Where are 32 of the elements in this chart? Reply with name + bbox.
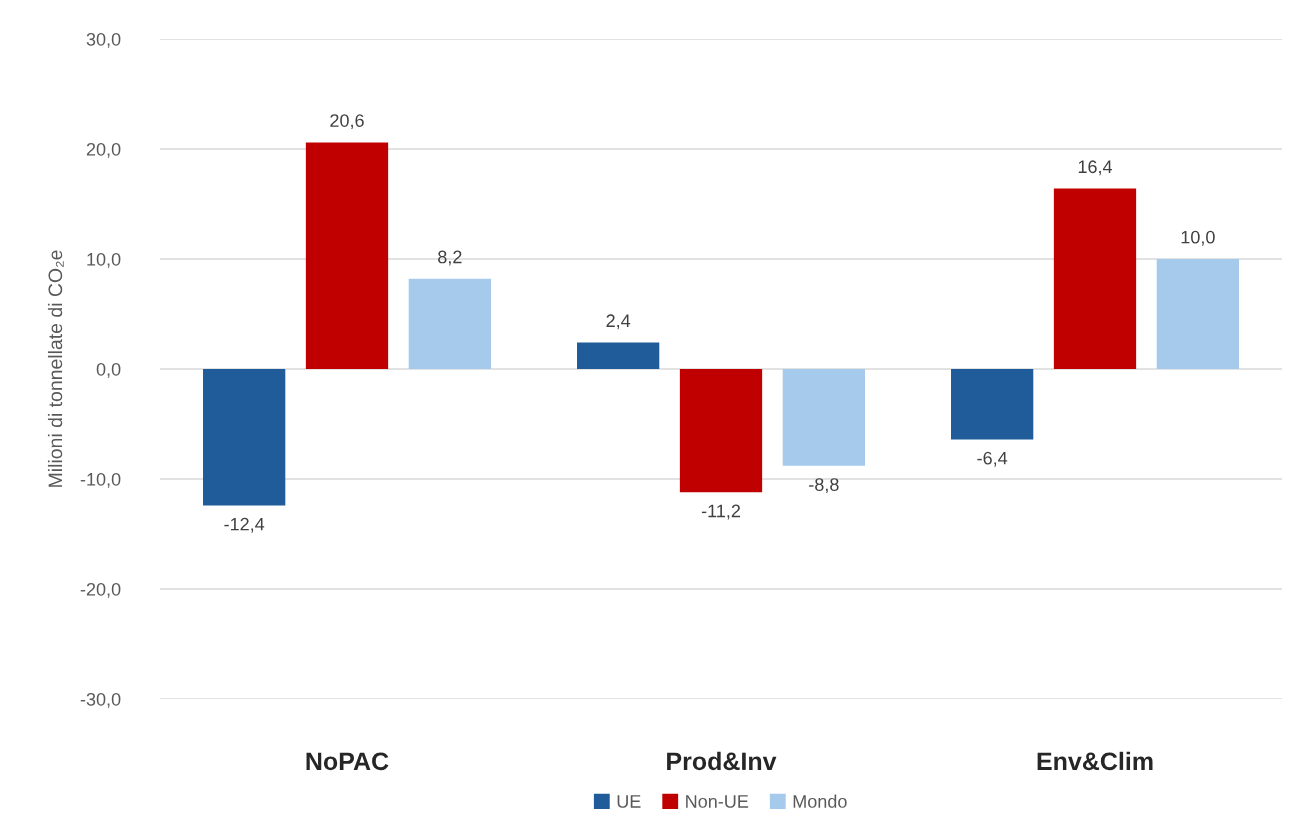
legend-label: Mondo: [793, 794, 847, 808]
y-tick-label: -20,0: [80, 582, 121, 598]
data-label: 2,4: [606, 314, 631, 330]
bar: [305, 142, 389, 369]
data-label: 8,2: [438, 250, 462, 266]
bar: [1156, 259, 1239, 369]
data-label: 10,0: [1181, 230, 1215, 246]
x-tick-label: Prod&Inv: [667, 751, 777, 771]
y-tick-label: -10,0: [80, 472, 121, 488]
y-tick-label: -30,0: [80, 692, 121, 708]
data-label: -11,2: [701, 504, 741, 520]
y-axis-title: Milioni di tonnellate di CO₂e: [47, 250, 64, 487]
data-label: -12,4: [224, 517, 265, 533]
data-label: -8,8: [809, 478, 839, 494]
y-tick-label: 0,0: [96, 362, 121, 378]
bar: [679, 369, 763, 493]
y-tick-label: 20,0: [86, 142, 121, 158]
y-tick-label: 30,0: [86, 32, 121, 48]
legend-label: UE: [617, 795, 641, 808]
x-tick-label: NoPAC: [306, 752, 389, 771]
bar: [1053, 188, 1137, 369]
bar: [782, 369, 865, 466]
bar: [951, 369, 1034, 440]
data-label: 20,6: [330, 114, 364, 130]
bar: [408, 278, 491, 369]
data-label: -6,4: [977, 451, 1008, 467]
bar: [577, 342, 660, 369]
data-label: 16,4: [1078, 160, 1113, 176]
bar: [203, 369, 286, 506]
y-tick-label: 10,0: [87, 252, 121, 268]
legend-label: Non-UE: [686, 795, 749, 808]
x-tick-label: Env&Clim: [1037, 751, 1153, 771]
